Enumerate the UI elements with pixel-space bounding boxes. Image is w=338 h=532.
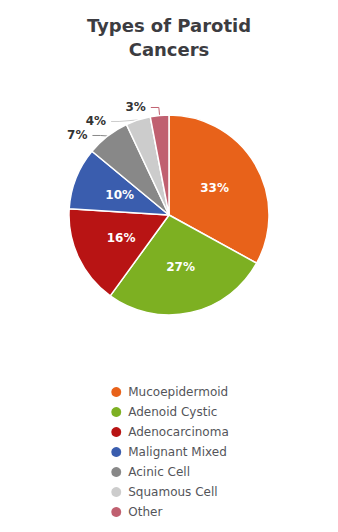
svg-text:33%: 33% <box>200 181 229 195</box>
svg-text:Other: Other <box>128 505 162 519</box>
svg-text:27%: 27% <box>166 260 195 274</box>
svg-text:Cancers: Cancers <box>129 39 210 60</box>
svg-text:7%: 7% <box>67 128 87 142</box>
svg-text:16%: 16% <box>107 231 136 245</box>
svg-text:Malignant Mixed: Malignant Mixed <box>128 445 227 459</box>
svg-text:Squamous Cell: Squamous Cell <box>128 485 217 499</box>
svg-text:10%: 10% <box>105 188 134 202</box>
svg-text:3%: 3% <box>125 100 145 114</box>
svg-text:Acinic Cell: Acinic Cell <box>128 465 190 479</box>
svg-text:Adenocarcinoma: Adenocarcinoma <box>128 425 229 439</box>
svg-text:Adenoid Cystic: Adenoid Cystic <box>128 405 217 419</box>
svg-text:Types of Parotid: Types of Parotid <box>87 15 251 36</box>
svg-text:4%: 4% <box>86 114 106 128</box>
svg-text:Mucoepidermoid: Mucoepidermoid <box>128 385 228 399</box>
